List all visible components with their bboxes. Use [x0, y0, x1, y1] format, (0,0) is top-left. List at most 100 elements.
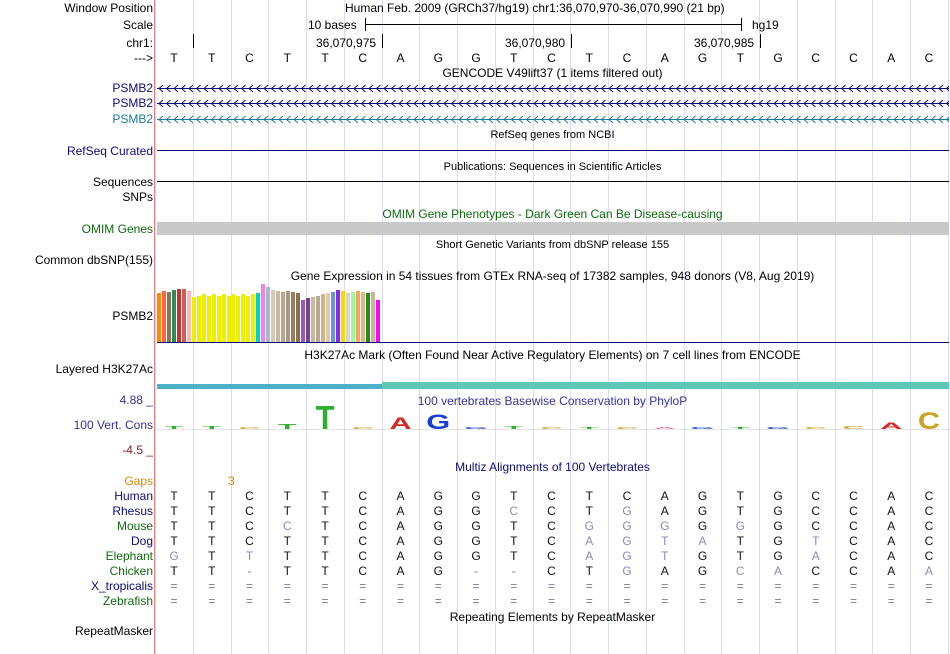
gtex-tissue-bar[interactable] — [172, 290, 176, 342]
publications-line[interactable] — [157, 181, 949, 182]
alignment-base: G — [697, 549, 708, 563]
gtex-tissue-bar[interactable] — [162, 291, 166, 342]
gencode-gene-feature[interactable] — [157, 82, 949, 95]
gtex-tissue-bar[interactable] — [286, 291, 290, 342]
snps-label[interactable]: SNPs — [122, 190, 153, 204]
gtex-tissue-bar[interactable] — [212, 294, 216, 342]
dbsnp-track-title[interactable]: Short Genetic Variants from dbSNP releas… — [435, 239, 670, 251]
gtex-tissue-bar[interactable] — [371, 292, 375, 342]
strand-chevron — [750, 99, 756, 108]
gencode-gene-feature[interactable] — [157, 113, 949, 126]
gencode-item-label[interactable]: PSMB2 — [112, 96, 153, 110]
species-label[interactable]: X_tropicalis — [90, 579, 153, 593]
gtex-tissue-bar[interactable] — [301, 300, 305, 342]
alignment-base: T — [208, 519, 216, 533]
gtex-tissue-bar[interactable] — [266, 287, 270, 342]
phylop-base-glyph: G — [426, 410, 450, 434]
gtex-tissue-bar[interactable] — [306, 298, 310, 342]
gtex-tissue-bar[interactable] — [217, 296, 221, 342]
gtex-tissue-bar[interactable] — [251, 294, 255, 342]
h3k27ac-track-title[interactable]: H3K27Ac Mark (Often Found Near Active Re… — [304, 348, 801, 362]
gtex-tissue-bar[interactable] — [311, 297, 315, 342]
omim-track-title[interactable]: OMIM Gene Phenotypes - Dark Green Can Be… — [382, 207, 723, 221]
gtex-tissue-bar[interactable] — [326, 293, 330, 342]
gtex-tissue-bar[interactable] — [281, 292, 285, 342]
strand-chevron — [375, 99, 381, 108]
species-label[interactable]: Rhesus — [112, 504, 153, 518]
gtex-tissue-bar[interactable] — [231, 294, 235, 342]
alignment-base: C — [358, 519, 368, 533]
gtex-tissue-bar[interactable] — [276, 291, 280, 342]
alignment-base: C — [547, 519, 556, 533]
strand-chevron — [263, 115, 269, 124]
gtex-tissue-bar[interactable] — [291, 292, 295, 342]
gtex-track-title[interactable]: Gene Expression in 54 tissues from GTEx … — [290, 269, 815, 283]
gtex-tissue-bar[interactable] — [157, 293, 161, 342]
gtex-tissue-bar[interactable] — [336, 290, 340, 342]
gtex-tissue-bar[interactable] — [246, 296, 250, 342]
repeatmasker-track-label[interactable]: RepeatMasker — [74, 624, 153, 638]
gtex-tissue-bar[interactable] — [197, 296, 201, 342]
gtex-tissue-bar[interactable] — [351, 292, 355, 342]
species-label[interactable]: Zebrafish — [102, 594, 153, 608]
gencode-gene-feature[interactable] — [157, 97, 949, 110]
gtex-tissue-bar[interactable] — [207, 296, 211, 342]
gtex-tissue-bar[interactable] — [202, 294, 206, 342]
gtex-tissue-bar[interactable] — [192, 297, 196, 342]
gtex-tissue-bar[interactable] — [261, 284, 265, 342]
species-label[interactable]: Dog — [130, 534, 153, 548]
strand-chevron — [698, 115, 704, 124]
strand-chevron — [450, 84, 456, 93]
gtex-tissue-bar[interactable] — [227, 296, 231, 342]
gtex-tissue-bar[interactable] — [187, 291, 191, 342]
h3k27ac-track-label[interactable]: Layered H3K27Ac — [55, 362, 153, 376]
strand-chevron — [533, 84, 539, 93]
gtex-tissue-bar[interactable] — [256, 293, 260, 342]
alignment-base: A — [811, 549, 820, 563]
gtex-tissue-bar[interactable] — [241, 294, 245, 342]
gtex-tissue-bar[interactable] — [236, 296, 240, 342]
gtex-tissue-bar[interactable] — [361, 292, 365, 342]
species-label[interactable]: Human — [114, 489, 153, 503]
species-label[interactable]: Elephant — [105, 549, 153, 563]
dbsnp-track-label[interactable]: Common dbSNP(155) — [34, 253, 153, 267]
refseq-track-label[interactable]: RefSeq Curated — [66, 144, 153, 158]
species-label[interactable]: Chicken — [109, 564, 153, 578]
phylop-track-title[interactable]: 100 vertebrates Basewise Conservation by… — [417, 394, 688, 408]
gtex-tissue-bar[interactable] — [177, 289, 181, 342]
gtex-tissue-bar[interactable] — [356, 291, 360, 342]
omim-feature[interactable] — [157, 222, 949, 235]
gtex-tissue-bar[interactable] — [316, 296, 320, 342]
gtex-bar-chart[interactable] — [157, 284, 949, 342]
h3k27ac-signal[interactable] — [157, 384, 382, 389]
gencode-item-label[interactable]: PSMB2 — [112, 112, 153, 126]
gtex-tissue-bar[interactable] — [296, 293, 300, 342]
gtex-tissue-bar[interactable] — [271, 290, 275, 342]
refseq-track-title[interactable]: RefSeq genes from NCBI — [490, 129, 615, 141]
gencode-track-title[interactable]: GENCODE V49lift37 (1 items filtered out) — [442, 66, 663, 80]
gtex-track-label[interactable]: PSMB2 — [112, 309, 153, 323]
gtex-tissue-bar[interactable] — [341, 291, 345, 342]
omim-track-label[interactable]: OMIM Genes — [81, 222, 153, 236]
refseq-line[interactable] — [157, 150, 949, 151]
grid-line — [910, 0, 911, 654]
h3k27ac-signal[interactable] — [382, 382, 949, 389]
strand-chevron — [330, 99, 336, 108]
publications-track-label[interactable]: Sequences — [92, 175, 153, 189]
strand-chevron — [690, 99, 696, 108]
multiz-track-title[interactable]: Multiz Alignments of 100 Vertebrates — [455, 460, 650, 474]
gtex-tissue-bar[interactable] — [167, 292, 171, 342]
species-label[interactable]: Mouse — [116, 519, 153, 533]
repeatmasker-track-title[interactable]: Repeating Elements by RepeatMasker — [449, 610, 656, 624]
gtex-tissue-bar[interactable] — [182, 289, 186, 342]
gtex-tissue-bar[interactable] — [376, 300, 380, 342]
publications-track-title[interactable]: Publications: Sequences in Scientific Ar… — [443, 161, 662, 173]
gtex-tissue-bar[interactable] — [366, 293, 370, 342]
gencode-item-label[interactable]: PSMB2 — [112, 81, 153, 95]
gtex-tissue-bar[interactable] — [346, 293, 350, 342]
gtex-tissue-bar[interactable] — [222, 294, 226, 342]
phylop-track-label[interactable]: 100 Vert. Cons — [73, 418, 153, 432]
gtex-tissue-bar[interactable] — [331, 292, 335, 342]
gtex-tissue-bar[interactable] — [321, 294, 325, 342]
